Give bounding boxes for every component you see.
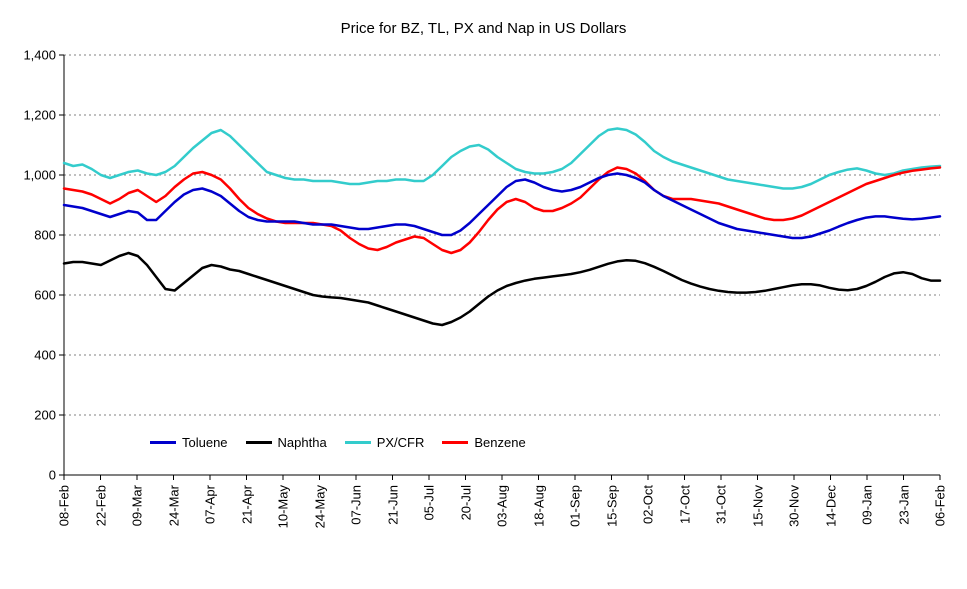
legend-label: PX/CFR: [377, 435, 425, 450]
y-tick-label: 800: [6, 228, 56, 243]
x-tick-label: 01-Sep: [568, 485, 583, 527]
legend-label: Naphtha: [278, 435, 327, 450]
x-tick-label: 15-Nov: [750, 485, 765, 527]
legend-swatch: [150, 441, 176, 444]
x-tick-label: 07-Apr: [203, 485, 218, 524]
x-tick-label: 24-Mar: [166, 485, 181, 526]
legend-item: PX/CFR: [345, 435, 425, 450]
x-tick-label: 22-Feb: [93, 485, 108, 526]
x-tick-label: 08-Feb: [57, 485, 72, 526]
y-tick-label: 600: [6, 288, 56, 303]
x-tick-label: 10-May: [276, 485, 291, 528]
y-tick-label: 1,000: [6, 168, 56, 183]
y-tick-label: 400: [6, 348, 56, 363]
x-tick-label: 20-Jul: [458, 485, 473, 520]
legend-item: Benzene: [442, 435, 525, 450]
legend: Toluene Naphtha PX/CFR Benzene: [150, 435, 526, 450]
x-tick-label: 17-Oct: [677, 485, 692, 524]
chart-container: Price for BZ, TL, PX and Nap in US Dolla…: [0, 0, 967, 589]
x-tick-label: 06-Feb: [933, 485, 948, 526]
x-tick-label: 31-Oct: [714, 485, 729, 524]
y-tick-label: 200: [6, 408, 56, 423]
legend-swatch: [442, 441, 468, 444]
x-tick-label: 30-Nov: [787, 485, 802, 527]
x-tick-label: 18-Aug: [531, 485, 546, 527]
x-tick-label: 02-Oct: [641, 485, 656, 524]
x-tick-label: 24-May: [312, 485, 327, 528]
chart-svg: [0, 0, 967, 589]
x-tick-label: 23-Jan: [896, 485, 911, 525]
legend-item: Toluene: [150, 435, 228, 450]
legend-item: Naphtha: [246, 435, 327, 450]
x-tick-label: 03-Aug: [495, 485, 510, 527]
x-tick-label: 09-Jan: [860, 485, 875, 525]
x-tick-label: 14-Dec: [823, 485, 838, 527]
y-tick-label: 1,200: [6, 108, 56, 123]
x-tick-label: 07-Jun: [349, 485, 364, 525]
legend-label: Benzene: [474, 435, 525, 450]
legend-label: Toluene: [182, 435, 228, 450]
y-tick-label: 1,400: [6, 48, 56, 63]
legend-swatch: [246, 441, 272, 444]
legend-swatch: [345, 441, 371, 444]
x-tick-label: 21-Jun: [385, 485, 400, 525]
x-tick-label: 09-Mar: [130, 485, 145, 526]
x-tick-label: 05-Jul: [422, 485, 437, 520]
x-tick-label: 21-Apr: [239, 485, 254, 524]
y-tick-label: 0: [6, 468, 56, 483]
x-tick-label: 15-Sep: [604, 485, 619, 527]
